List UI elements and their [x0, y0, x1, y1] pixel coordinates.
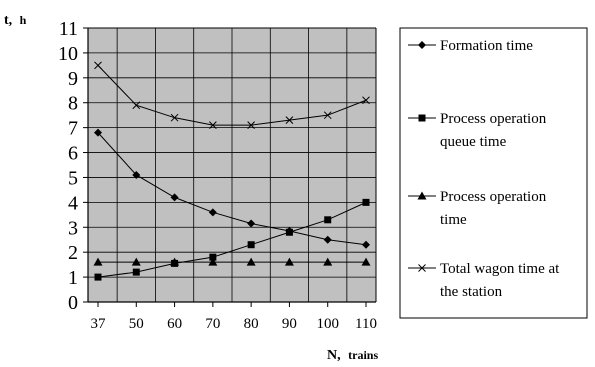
diamond-marker [418, 41, 426, 49]
square-marker [209, 253, 217, 261]
diamond-marker [94, 128, 102, 137]
y-tick-label: 3 [68, 217, 78, 239]
legend-entry: Process operation time [408, 189, 547, 228]
diamond-marker [247, 219, 256, 228]
legend-label: time [440, 212, 467, 228]
legend-label: the station [440, 284, 503, 300]
legend-entry: Formation time [408, 38, 533, 54]
x-axis-label-unit: trains [348, 348, 378, 362]
triangle-marker [361, 257, 371, 266]
cross-stroke [170, 113, 179, 122]
y-axis-label-unit: h [20, 13, 27, 27]
series-line [97, 132, 367, 246]
cross-stroke [285, 116, 294, 125]
cross-marker [247, 121, 255, 129]
triangle-marker [93, 257, 103, 266]
cross-stroke [94, 61, 102, 70]
square-marker [418, 114, 426, 122]
x-tick-label: 37 [91, 316, 107, 332]
legend-label: Process operation [440, 189, 547, 205]
legend-entry: Process operation queue time [408, 111, 547, 150]
axes: 0 1 2 3 4 56 7 8 9 10 11 37 50 60 70 80 90 100 110 [58, 18, 377, 332]
y-tick-label: 6 [68, 143, 78, 165]
cross-marker [170, 113, 179, 122]
diamond-marker [170, 193, 179, 202]
cross-stroke [418, 264, 426, 272]
series-line [97, 201, 367, 278]
square-marker [94, 273, 102, 281]
square-marker [285, 228, 293, 236]
y-axis-label-main: t, [4, 13, 12, 28]
y-tick-label: 5 [68, 167, 78, 189]
x-axis-label: N, trains [327, 348, 378, 363]
legend-label: Process operation [440, 111, 547, 127]
cross-marker [285, 116, 294, 125]
triangle-marker [208, 257, 218, 266]
cross-stroke [362, 96, 370, 105]
legend-entry: Total wagon time at the station [408, 261, 560, 300]
cross-stroke [209, 121, 217, 129]
legend-label: Total wagon time at [440, 261, 560, 277]
cross-marker [418, 264, 426, 272]
triangle-marker [417, 191, 427, 200]
legend-label: queue time [440, 134, 507, 150]
x-tick-label: 100 [316, 316, 339, 332]
square-marker [247, 241, 255, 249]
diamond-marker [132, 170, 141, 179]
x-tick-label: 50 [129, 316, 144, 332]
diamond-marker [208, 208, 217, 217]
cross-marker [323, 111, 332, 120]
y-tick-label: 10 [58, 43, 78, 65]
y-tick-label: 2 [68, 242, 78, 264]
cross-marker [94, 61, 102, 70]
cross-marker [132, 101, 141, 110]
y-tick-label: 1 [68, 267, 78, 289]
x-tick-label: 110 [355, 316, 377, 332]
legend-label: Formation time [440, 38, 533, 54]
series-triangle [93, 257, 371, 266]
cross-stroke [323, 111, 332, 120]
x-tick-label: 60 [167, 316, 182, 332]
y-tick-label: 4 [68, 192, 78, 214]
series-cross [94, 61, 370, 129]
x-tick-label: 70 [205, 316, 220, 332]
x-axis-label-main: N, [327, 348, 341, 363]
y-tick-label: 9 [68, 68, 78, 90]
square-marker [132, 268, 140, 276]
diamond-marker [323, 235, 332, 244]
x-tick-label: 90 [282, 316, 297, 332]
square-marker [324, 216, 332, 224]
triangle-marker [170, 257, 180, 266]
triangle-marker [246, 257, 256, 266]
cross-stroke [247, 121, 255, 129]
legend: Formation time Process operation queue tim… [408, 38, 560, 300]
triangle-marker [131, 257, 141, 266]
cross-marker [362, 96, 370, 105]
triangle-marker [323, 257, 333, 266]
cross-stroke [132, 101, 141, 110]
series-line [97, 65, 367, 126]
y-axis-label: t, h [4, 13, 27, 28]
diamond-marker [362, 240, 370, 249]
triangle-marker [284, 257, 294, 266]
series-layer [93, 61, 371, 281]
y-tick-label: 7 [68, 118, 78, 140]
y-tick-label: 8 [68, 93, 78, 115]
y-tick-label: 11 [59, 18, 78, 40]
legend-box [399, 27, 588, 319]
x-tick-label: 80 [244, 316, 259, 332]
square-marker [362, 198, 370, 206]
y-tick-label: 0 [68, 292, 78, 314]
cross-marker [209, 121, 217, 129]
grid-lines [88, 27, 377, 302]
